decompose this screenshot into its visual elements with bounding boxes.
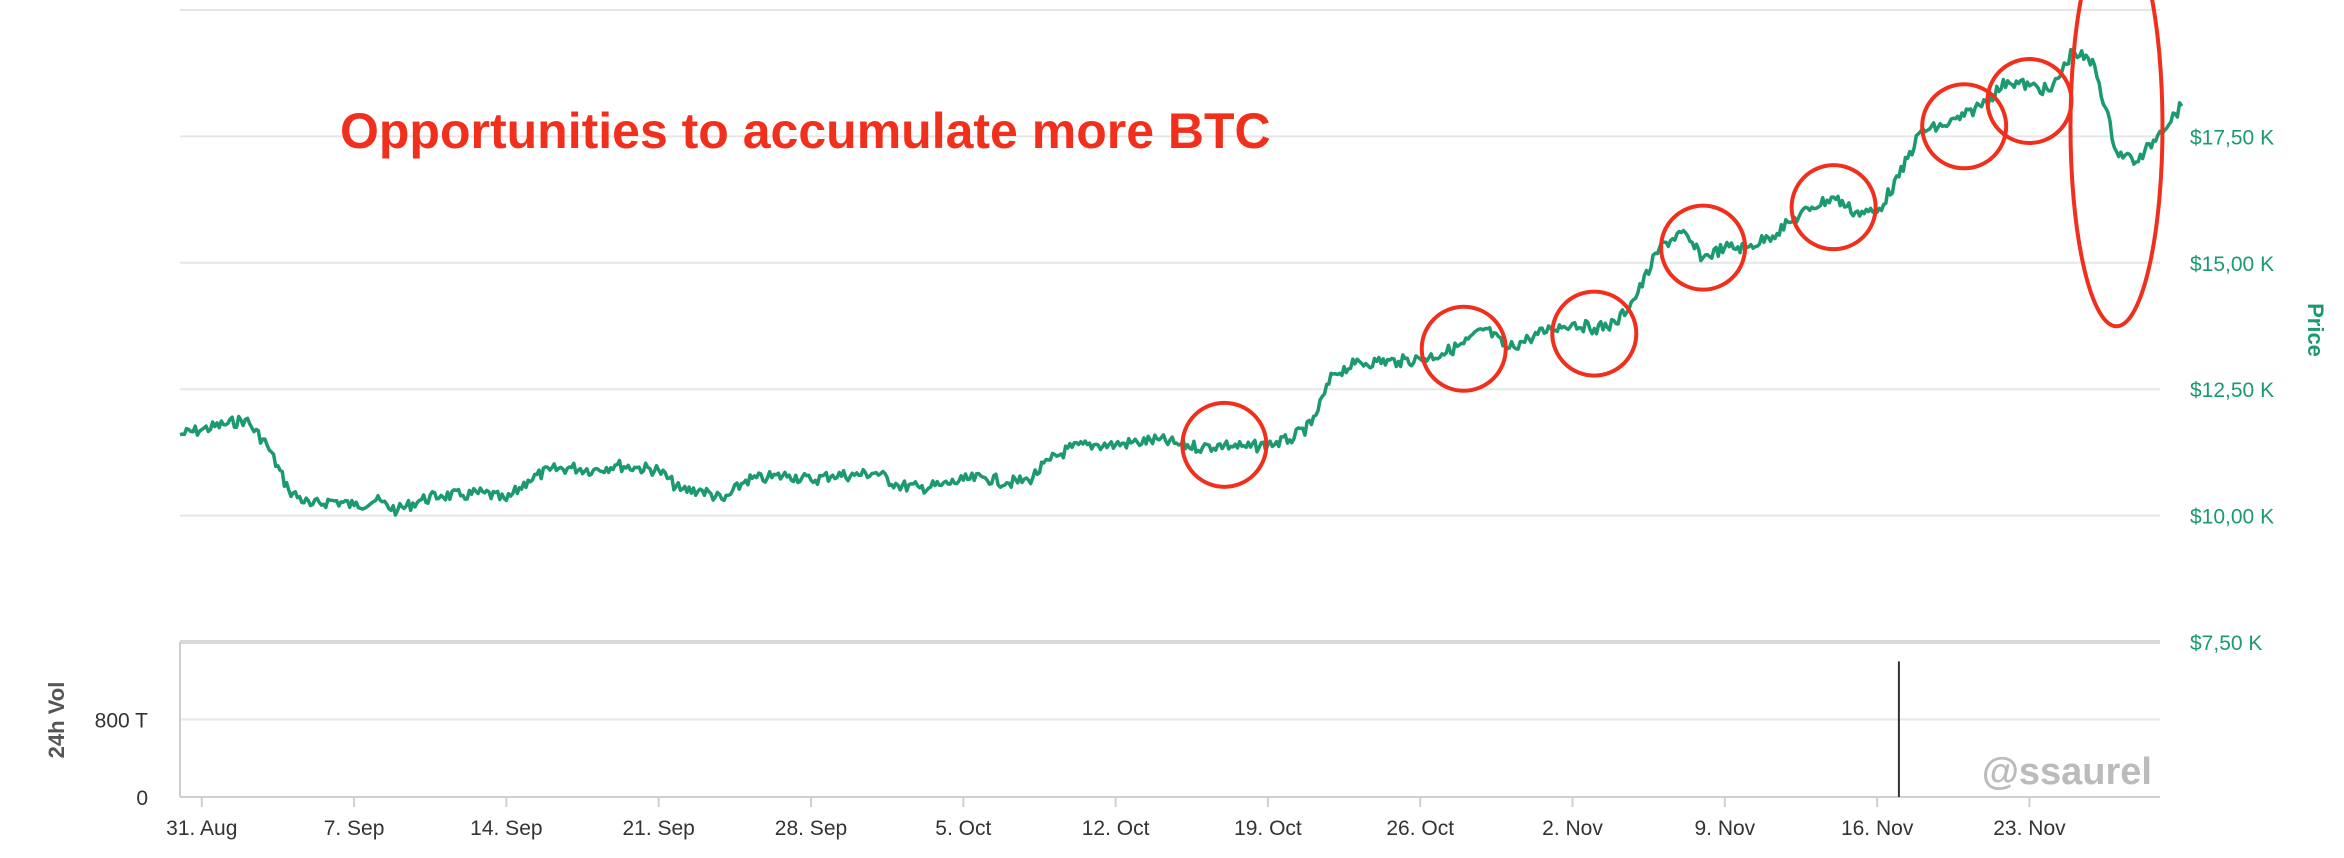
price-axis-title: Price	[2303, 303, 2328, 357]
highlight-circle	[1419, 304, 1508, 393]
highlight-circle	[1180, 400, 1269, 489]
highlight-circle	[1659, 203, 1748, 292]
price-tick-label: $17,50 K	[2190, 126, 2274, 149]
volume-tick-label: 0	[136, 787, 148, 810]
volume-axis-title: 24h Vol	[44, 682, 69, 759]
highlight-circles	[1180, 0, 2165, 489]
x-tick-label: 12. Oct	[1082, 817, 1150, 840]
x-tick-labels: 31. Aug 7. Sep 14. Sep 21. Sep 28. Sep 5. Oct…	[166, 797, 2066, 840]
price-tick-label: $10,00 K	[2190, 506, 2274, 529]
highlight-circle	[1550, 289, 1639, 378]
x-tick-label: 21. Sep	[622, 817, 694, 840]
price-tick-label: $15,00 K	[2190, 253, 2274, 276]
volume-tick-label: 800 T	[95, 710, 148, 733]
watermark-label: @ssaurel	[1982, 751, 2152, 793]
x-tick-label: 28. Sep	[775, 817, 847, 840]
x-tick-label: 5. Oct	[935, 817, 991, 840]
x-tick-label: 14. Sep	[470, 817, 542, 840]
price-tick-label: $7,50 K	[2190, 632, 2262, 655]
x-tick-label: 19. Oct	[1234, 817, 1302, 840]
volume-tick-labels: 0 800 T	[95, 710, 148, 811]
x-tick-label: 26. Oct	[1386, 817, 1454, 840]
x-tick-label: 23. Nov	[1993, 817, 2066, 840]
x-tick-label: 31. Aug	[166, 817, 237, 840]
x-tick-label: 9. Nov	[1694, 817, 1755, 840]
chart-annotation: Opportunities to accumulate more BTC	[340, 103, 1271, 159]
highlight-circle	[1920, 82, 2009, 171]
price-tick-labels: $7,50 K $10,00 K $12,50 K $15,00 K $17,50 K	[2190, 126, 2274, 655]
price-gridlines	[180, 9, 2160, 517]
highlight-circle	[1789, 163, 1878, 252]
highlight-circle	[2068, 0, 2165, 329]
x-tick-label: 7. Sep	[324, 817, 385, 840]
x-tick-label: 2. Nov	[1542, 817, 1603, 840]
price-tick-label: $12,50 K	[2190, 379, 2274, 402]
x-tick-label: 16. Nov	[1841, 817, 1914, 840]
